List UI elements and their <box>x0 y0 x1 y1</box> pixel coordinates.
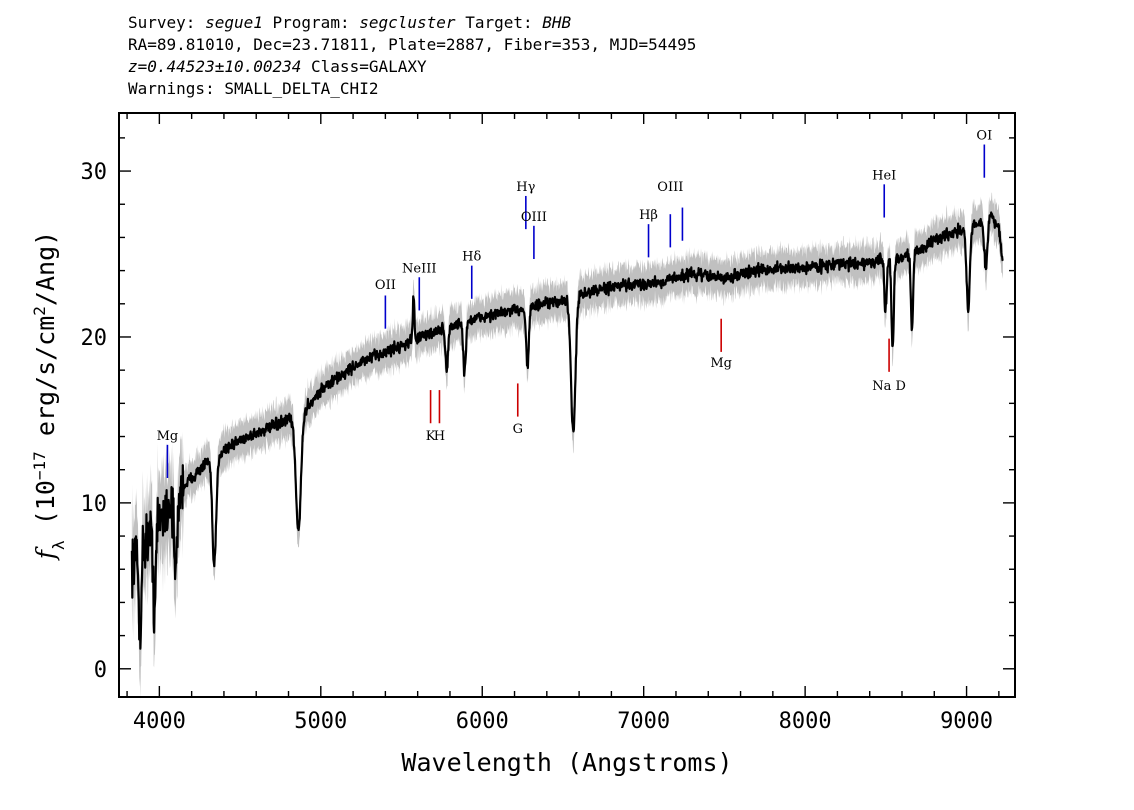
x-tick-labels: 4000 5000 6000 7000 8000 9000 <box>133 709 993 734</box>
axis-ticks <box>119 113 1015 697</box>
y-tick-labels: 0 10 20 30 <box>81 160 108 683</box>
emission-label-h-: Hδ <box>462 250 481 265</box>
flux-line-layer <box>130 211 1004 650</box>
absorption-label-h: H <box>434 429 445 444</box>
flux-series-line <box>130 211 1004 650</box>
absorption-label-mg: Mg <box>710 356 732 371</box>
target-value: BHB <box>542 13 572 32</box>
emission-label-oii: OII <box>375 278 396 293</box>
y-tick-label: 0 <box>94 658 107 683</box>
header-line-warnings: Warnings: SMALL_DELTA_CHI2 <box>128 79 379 98</box>
y-tick-label: 20 <box>81 326 108 351</box>
emission-label-neiii: NeIII <box>402 261 436 276</box>
error-band-layer <box>131 192 1003 700</box>
flux-error-band <box>131 192 1003 700</box>
absorption-label-g: G <box>513 422 523 437</box>
y-axis-title-sub: λ <box>49 540 68 550</box>
y-axis-title-pre: (10 <box>31 480 60 540</box>
absorption-label-na-d: Na D <box>872 379 906 394</box>
emission-label-mg: Mg <box>157 429 179 444</box>
y-axis-title-mid: erg/s/cm <box>31 316 60 451</box>
target-label: Target: <box>465 13 533 32</box>
spectrum-header: Survey: segue1 Program: segcluster Targe… <box>128 12 696 100</box>
emission-label-oiii: OIII <box>521 210 547 225</box>
class-value: Class=GALAXY <box>311 57 427 76</box>
x-tick-label: 8000 <box>779 709 832 734</box>
emission-label-oiii: OIII <box>657 180 683 195</box>
x-tick-label: 5000 <box>294 709 347 734</box>
program-value: segcluster <box>359 13 456 32</box>
program-label: Program: <box>272 13 350 32</box>
y-tick-label: 10 <box>81 492 108 517</box>
y-axis-title-exp2: 2 <box>30 306 49 316</box>
y-axis-title-f: f <box>31 546 60 561</box>
header-line-coordinates: RA=89.81010, Dec=23.71811, Plate=2887, F… <box>128 35 697 54</box>
x-axis-title: Wavelength (Angstroms) <box>401 748 732 777</box>
y-axis-title: fλ (10−17 erg/s/cm2/Ang) <box>30 231 68 561</box>
line-marker-layer: Mg OII NeIII Hδ Hγ OIII Hβ OIII HeI OI KH G Mg Na D <box>157 129 992 478</box>
emission-label-h-: Hβ <box>639 208 658 223</box>
redshift-value: z=0.44523±10.00234 <box>128 57 302 76</box>
header-line-redshift: z=0.44523±10.00234 Class=GALAXY <box>128 56 696 78</box>
x-tick-label: 4000 <box>133 709 186 734</box>
plot-frame <box>118 112 1016 698</box>
survey-value: segue1 <box>205 13 263 32</box>
survey-label: Survey: <box>128 13 196 32</box>
absorption-label-k: K <box>426 429 436 444</box>
x-tick-label: 7000 <box>617 709 670 734</box>
x-tick-label: 6000 <box>456 709 509 734</box>
y-axis-title-post: /Ang) <box>31 231 60 306</box>
emission-label-h-: Hγ <box>516 180 535 195</box>
emission-label-oi: OI <box>976 129 992 144</box>
y-tick-label: 30 <box>81 160 108 185</box>
x-tick-label: 9000 <box>940 709 993 734</box>
y-axis-title-exp1: −17 <box>30 451 49 480</box>
emission-label-hei: HeI <box>872 168 896 183</box>
header-line-survey: Survey: segue1 Program: segcluster Targe… <box>128 12 696 34</box>
